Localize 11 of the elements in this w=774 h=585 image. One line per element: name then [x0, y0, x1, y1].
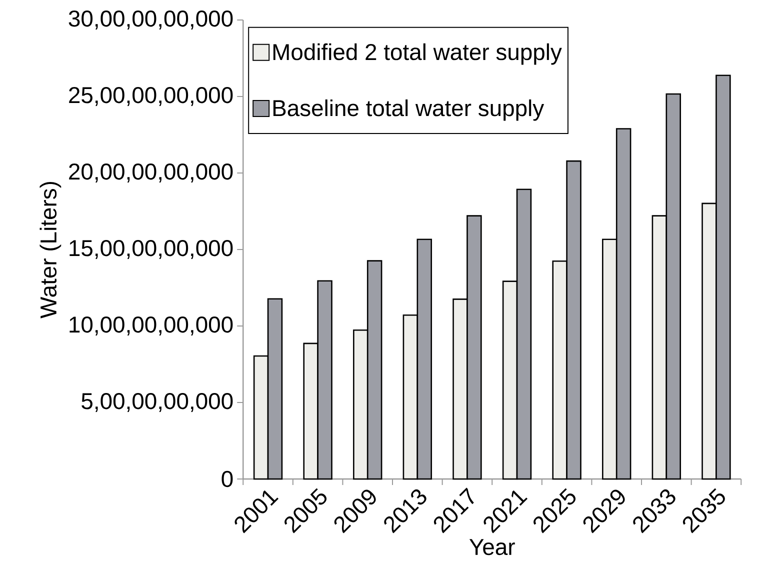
- y-tick-label: 15,00,00,00,000: [70, 240, 233, 259]
- y-axis-title: Water (Liters): [40, 182, 62, 318]
- y-tick-label: 10,00,00,00,000: [70, 316, 233, 336]
- y-tick-label: 30,00,00,00,000: [68, 10, 233, 30]
- legend-label: Modified 2 total water supply: [273, 43, 562, 65]
- y-tick-label: 5,00,00,00,000: [82, 393, 233, 412]
- y-tick-label: 25,00,00,00,000: [69, 87, 233, 106]
- legend-label: Baseline total water supply: [273, 99, 544, 121]
- y-tick-label: 20,00,00,00,000: [69, 164, 233, 182]
- y-tick-label: 0: [222, 470, 233, 488]
- x-axis-title: Year: [469, 539, 515, 556]
